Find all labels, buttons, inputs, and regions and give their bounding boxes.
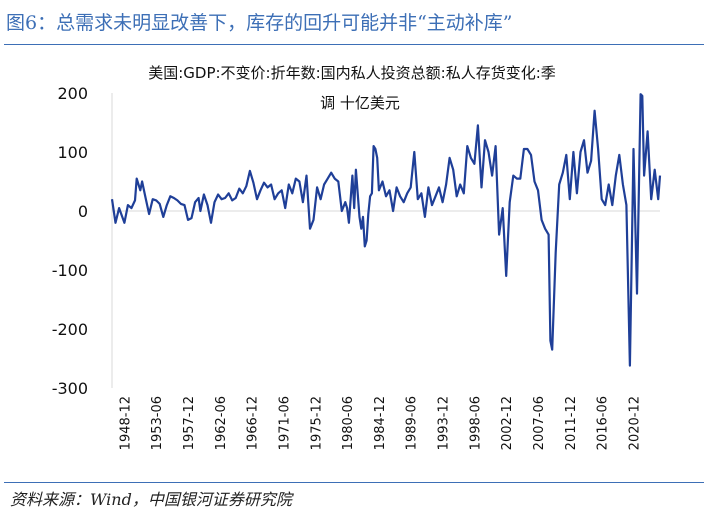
y-tick-label: 0 <box>78 202 88 221</box>
footer-divider <box>4 482 704 483</box>
x-tick-label: 1975-12 <box>309 396 324 450</box>
x-tick-label: 2016-06 <box>596 396 611 450</box>
x-tick-label: 1966-12 <box>246 396 261 450</box>
source-note: 资料来源：Wind，中国银河证券研究院 <box>10 490 292 509</box>
y-tick-label: -100 <box>52 261 88 280</box>
x-tick-label: 1953-06 <box>150 396 165 450</box>
y-tick-label: 200 <box>57 84 88 103</box>
x-tick-label: 1962-06 <box>214 396 229 450</box>
title-divider <box>4 44 704 45</box>
x-tick-label: 2011-12 <box>564 396 579 450</box>
figure-title: 图6：总需求未明显改善下，库存的回升可能并非“主动补库” <box>6 12 513 34</box>
chart-title-line-1: 美国:GDP:不变价:折年数:国内私人投资总额:私人存货变化:季 <box>148 64 556 82</box>
y-tick-labels: -300 -200 -100 0 100 200 <box>52 84 88 398</box>
x-tick-labels: 1948-12 1953-06 1957-12 1962-06 1966-12 1971-… <box>118 396 642 450</box>
x-tick-label: 1980-06 <box>341 396 356 450</box>
x-tick-label: 2002-12 <box>500 396 515 450</box>
x-tick-label: 1993-12 <box>437 396 452 450</box>
x-tick-label: 1957-12 <box>182 396 197 450</box>
y-tick-label: -300 <box>52 379 88 398</box>
x-tick-label: 1971-06 <box>277 396 292 450</box>
inventory-change-chart: 美国:GDP:不变价:折年数:国内私人投资总额:私人存货变化:季 调 十亿美元 … <box>52 64 662 450</box>
y-tick-label: 100 <box>57 143 88 162</box>
y-tick-label: -200 <box>52 320 88 339</box>
series-line <box>110 93 662 367</box>
chart-title-line-2: 调 十亿美元 <box>320 94 400 112</box>
x-tick-label: 1998-06 <box>468 396 483 450</box>
x-tick-label: 1989-06 <box>405 396 420 450</box>
x-tick-label: 1984-12 <box>373 396 388 450</box>
x-tick-label: 1948-12 <box>118 396 133 450</box>
x-tick-label: 2007-06 <box>532 396 547 450</box>
x-tick-label: 2020-12 <box>627 396 642 450</box>
